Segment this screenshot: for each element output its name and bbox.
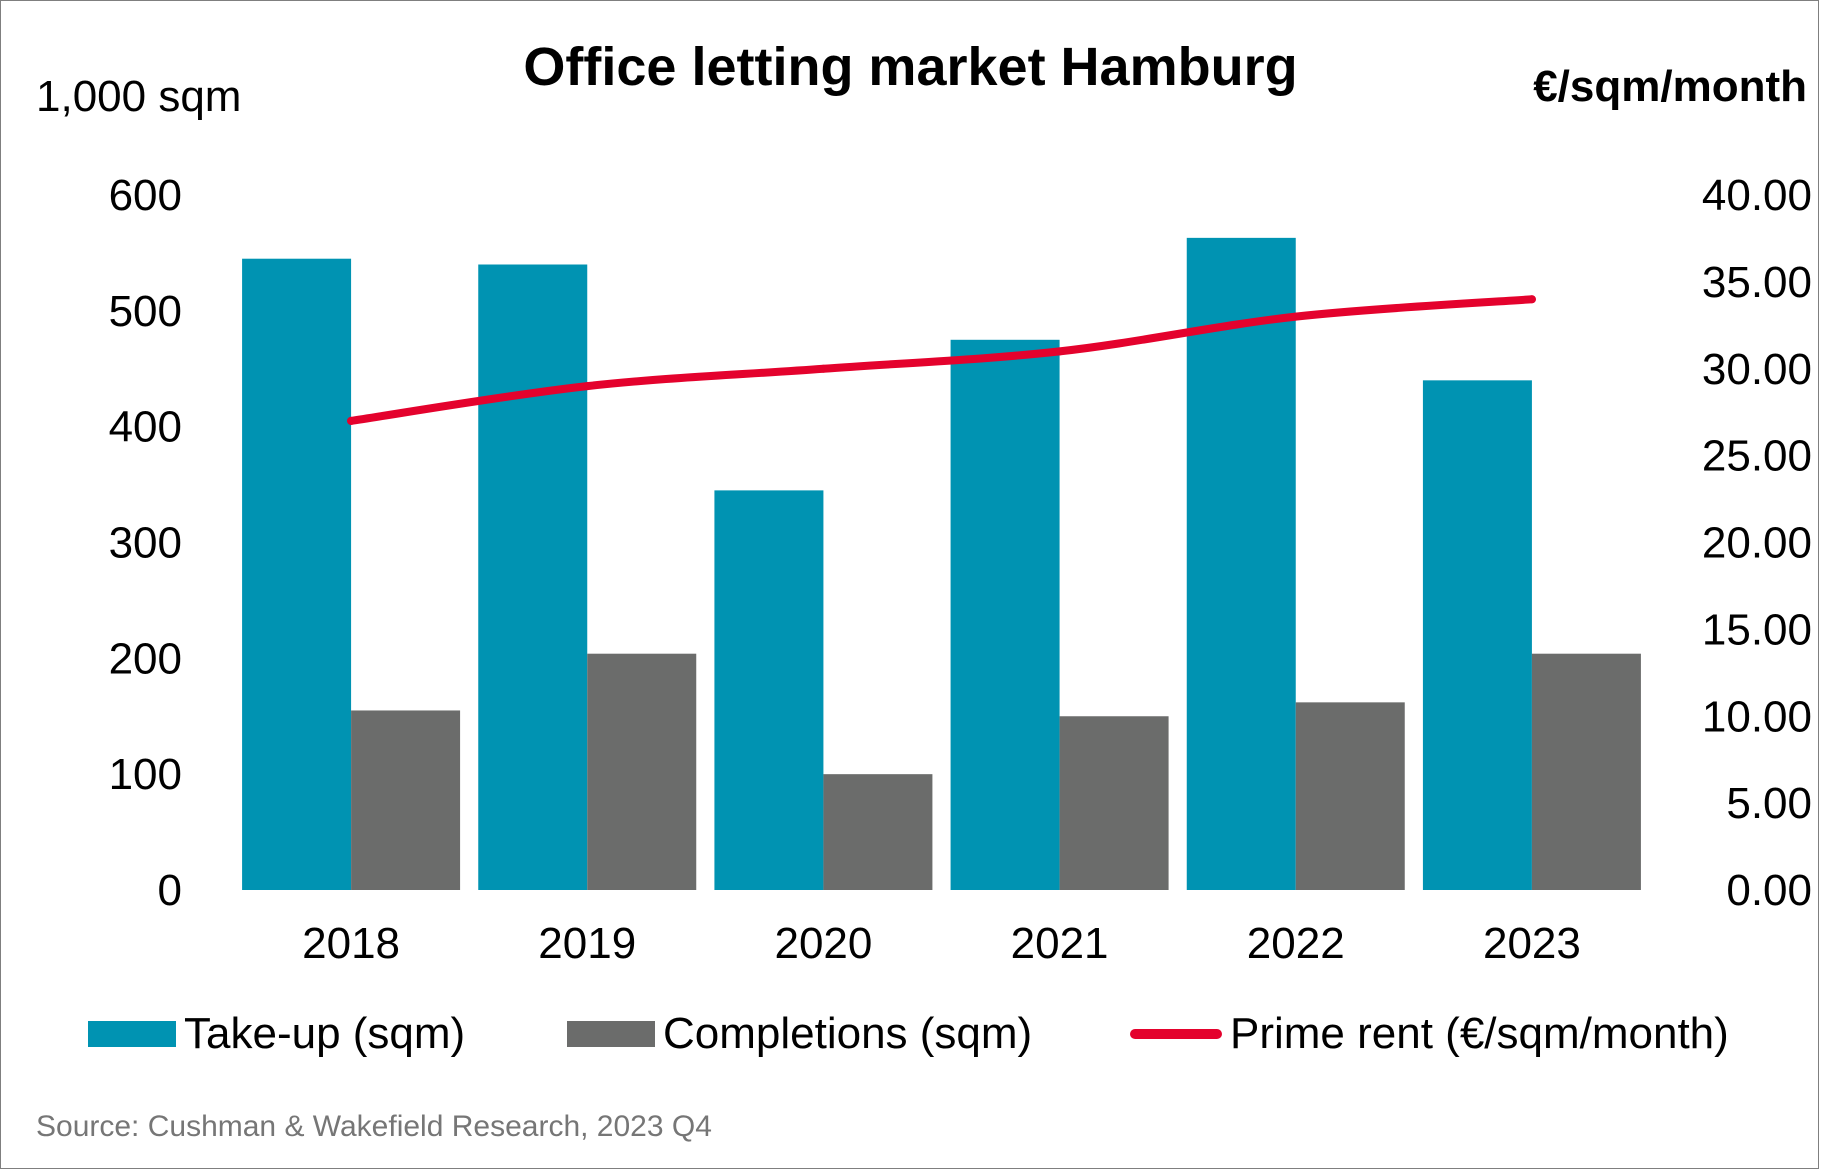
point-prime-rent-2019 (583, 382, 592, 391)
bar-takeup-2019 (478, 264, 588, 890)
bar-takeup-2021 (950, 339, 1060, 891)
x-axis-tick-label: 2023 (1483, 919, 1581, 968)
point-prime-rent-2021 (1055, 347, 1064, 356)
bar-completions-2020 (823, 774, 933, 890)
legend-item-takeup: Take-up (sqm) (88, 1006, 465, 1062)
legend-item-prime-rent: Prime rent (€/sqm/month) (1130, 1006, 1729, 1062)
combo-chart: 0 100 200 300 400 500 600 0.00 5.00 10.00 15.00 20.… (109, 171, 1812, 968)
x-axis-tick-label: 2018 (302, 919, 400, 968)
legend-label-prime-rent: Prime rent (€/sqm/month) (1230, 1009, 1729, 1058)
x-axis-tick-label: 2020 (774, 919, 872, 968)
bar-takeup-2022 (1186, 237, 1296, 890)
left-axis-tick-label: 600 (109, 171, 182, 220)
right-axis-tick-label: 15.00 (1702, 605, 1812, 654)
right-axis-tick-label: 25.00 (1702, 432, 1812, 481)
left-axis-unit-label: 1,000 sqm (36, 72, 242, 121)
right-axis-tick-label: 20.00 (1702, 519, 1812, 568)
x-axis-tick-label: 2022 (1247, 919, 1345, 968)
line-prime-rent (347, 295, 1536, 425)
point-prime-rent-2020 (819, 364, 828, 373)
left-axis-tick-label: 200 (109, 634, 182, 683)
legend-swatch-takeup (88, 1021, 176, 1047)
legend: Take-up (sqm) Completions (sqm) Prime re… (0, 1006, 1821, 1066)
right-axis-tick-label: 35.00 (1702, 258, 1812, 307)
chart-title: Office letting market Hamburg (523, 37, 1298, 97)
legend-item-completions: Completions (sqm) (567, 1006, 1032, 1062)
x-axis-tick-label: 2021 (1011, 919, 1109, 968)
bar-takeup-2018 (242, 258, 352, 890)
right-axis-tick-label: 0.00 (1726, 866, 1812, 915)
left-axis-tick-label: 100 (109, 750, 182, 799)
left-axis-tick-label: 300 (109, 519, 182, 568)
legend-swatch-prime-rent (1130, 1029, 1222, 1039)
source-note: Source: Cushman & Wakefield Research, 20… (36, 1110, 712, 1143)
left-axis-tick-label: 400 (109, 403, 182, 452)
right-axis-tick-label: 10.00 (1702, 692, 1812, 741)
bar-takeup-2020 (714, 490, 824, 890)
bar-completions-2018 (351, 710, 461, 890)
point-prime-rent-2023 (1527, 295, 1536, 304)
bar-completions-2023 (1531, 653, 1641, 890)
point-prime-rent-2018 (347, 416, 356, 425)
bar-takeup-2023 (1422, 380, 1532, 890)
point-prime-rent-2022 (1291, 312, 1300, 321)
bar-completions-2022 (1295, 702, 1405, 890)
right-axis-tick-label: 40.00 (1702, 171, 1812, 220)
right-axis-tick-label: 5.00 (1726, 779, 1812, 828)
right-axis-unit-label: €/sqm/month (1533, 62, 1807, 111)
legend-swatch-completions (567, 1021, 655, 1047)
bar-completions-2021 (1059, 716, 1169, 890)
right-axis-tick-label: 30.00 (1702, 345, 1812, 394)
x-axis-tick-label: 2019 (538, 919, 636, 968)
legend-label-takeup: Take-up (sqm) (184, 1009, 466, 1058)
left-axis-tick-label: 500 (109, 287, 182, 336)
legend-label-completions: Completions (sqm) (663, 1009, 1033, 1058)
bar-completions-2019 (587, 653, 697, 890)
left-axis-tick-label: 0 (158, 866, 182, 915)
